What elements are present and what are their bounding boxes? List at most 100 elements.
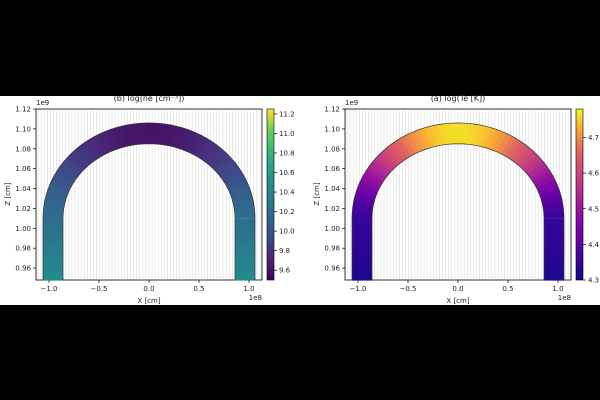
loop-arch-cell: [100, 131, 115, 153]
loop-leg-cell: [43, 228, 63, 235]
loop-leg-cell: [544, 259, 564, 266]
x-tick-label: −0.5: [400, 285, 417, 293]
temperature-panel: (a) log(Te [K]) −1.0 −0.5 0.0 0.5 1.0 0.960.…: [313, 94, 600, 305]
loop-arch-cell: [195, 138, 212, 159]
loop-leg-cell: [235, 259, 255, 266]
loop-leg-cell: [43, 269, 63, 276]
loop-leg-cell: [352, 233, 372, 240]
loop-leg-cell: [352, 274, 372, 281]
loop-leg-cell: [352, 269, 372, 276]
x-tick-label: −1.0: [41, 285, 58, 293]
loop-leg-cell: [544, 264, 564, 271]
colorbar-tick-label: 9.8: [279, 247, 290, 255]
y-tick-label: 1.12: [15, 106, 31, 114]
colorbar-tick-label: 10.0: [279, 228, 295, 236]
x-axis-multiplier: 1e8: [249, 294, 262, 302]
loop-arch-cell: [543, 208, 564, 215]
loop-leg-cell: [43, 249, 63, 255]
loop-leg-cell: [235, 249, 255, 255]
loop-arch-cell: [419, 127, 432, 149]
loop-arch-cell: [51, 175, 73, 189]
x-axis-ticks: −1.0 −0.5 0.0 0.5 1.0: [350, 280, 564, 293]
loop-leg-cell: [352, 228, 372, 235]
loop-arch-cell: [399, 135, 415, 156]
x-axis-label: X [cm]: [137, 297, 160, 305]
loop-arch-cell: [511, 143, 529, 163]
loop-arch-cell: [471, 124, 481, 146]
loop-arch-cell: [86, 138, 103, 159]
loop-arch-cell: [218, 161, 238, 178]
colorbar-tick-label: 4.7: [588, 134, 599, 142]
loop-arch-cell: [81, 141, 99, 161]
y-axis-multiplier: 1e9: [345, 99, 358, 107]
loop-arch-cell: [231, 193, 253, 203]
loop-arch-cell: [202, 143, 220, 163]
loop-arch-cell: [56, 166, 77, 182]
loop-arch-cell: [62, 158, 83, 175]
loop-arch-cell: [404, 133, 419, 154]
loop-leg-cell: [43, 274, 63, 281]
colorbar-tick-label: 11.2: [279, 110, 295, 118]
loop-arch-cell: [414, 129, 428, 151]
loop-leg-cell: [352, 238, 372, 245]
loop-arch-cell: [105, 129, 119, 151]
loop-arch-cell: [179, 129, 193, 151]
colorbar-ticks: 4.3 4.4 4.5 4.6 4.7: [583, 134, 600, 285]
loop-arch-cell: [354, 193, 375, 204]
loop-leg-cell: [235, 233, 255, 240]
y-tick-label: 0.96: [324, 265, 340, 273]
y-tick-label: 1.04: [15, 185, 31, 193]
x-tick-label: 1.0: [552, 285, 563, 293]
loop-arch-cell: [536, 179, 557, 192]
loop-arch-cell: [166, 124, 177, 147]
loop-arch-cell: [153, 123, 161, 145]
loop-arch-cell: [162, 124, 172, 146]
loop-arch-cell: [126, 124, 136, 146]
loop-leg-cell: [544, 238, 564, 245]
loop-arch-cell: [371, 158, 392, 175]
loop-arch-cell: [115, 126, 127, 148]
black-band-top: [0, 0, 600, 96]
chart-title: (b) log(ne [cm⁻³]): [114, 94, 185, 103]
y-tick-label: 1.08: [15, 145, 31, 153]
loop-arch-cell: [230, 188, 252, 200]
loop-arch-cell: [534, 174, 555, 189]
loop-arch-cell: [73, 147, 92, 166]
y-axis-label: Z [cm]: [4, 182, 12, 205]
loop-arch-cell: [492, 131, 507, 152]
loop-arch-cell: [59, 162, 80, 179]
y-axis-label: Z [cm]: [313, 182, 321, 205]
loop-arch-cell: [187, 133, 202, 154]
loop-arch-cell: [148, 122, 155, 144]
y-tick-label: 1.02: [324, 205, 340, 213]
colorbar-tick-label: 10.6: [279, 169, 295, 177]
loop-arch-cell: [49, 179, 71, 192]
loop-arch-cell: [358, 179, 380, 192]
loop-leg-cell: [352, 218, 372, 225]
loop-arch-cell: [378, 150, 398, 169]
loop-leg-cell: [235, 228, 255, 235]
loop-outline: [351, 122, 565, 280]
x-tick-label: 1.0: [243, 285, 254, 293]
loop-arch-cell: [543, 212, 564, 219]
loop-arch-cell: [43, 213, 64, 219]
loop-arch-cell: [212, 154, 232, 172]
colorbar-tick-label: 4.3: [588, 277, 599, 285]
loop-leg-cell: [544, 254, 564, 261]
x-tick-label: 0.0: [452, 285, 463, 293]
loop-leg-cell: [544, 218, 564, 225]
loop-arch-cell: [352, 213, 373, 219]
colorbar-ticks: 9.6 9.8 10.0 10.2 10.4 10.6 10.8 11.0 11.2: [274, 110, 295, 275]
loop-arch-cell: [515, 147, 533, 166]
loop-leg-cell: [235, 274, 255, 281]
loop-arch-cell: [121, 125, 132, 147]
loop-leg-cell: [235, 244, 255, 250]
loop-arch-cell: [395, 138, 412, 159]
loop-leg-cell: [352, 244, 372, 250]
y-axis-ticks: 0.96 0.98 1.00 1.02 1.04 1.06 1.08 1.10 1.12: [324, 106, 345, 273]
loop-arch-cell: [183, 131, 198, 152]
x-tick-label: 0.5: [502, 285, 513, 293]
x-axis-label: X [cm]: [446, 297, 469, 305]
